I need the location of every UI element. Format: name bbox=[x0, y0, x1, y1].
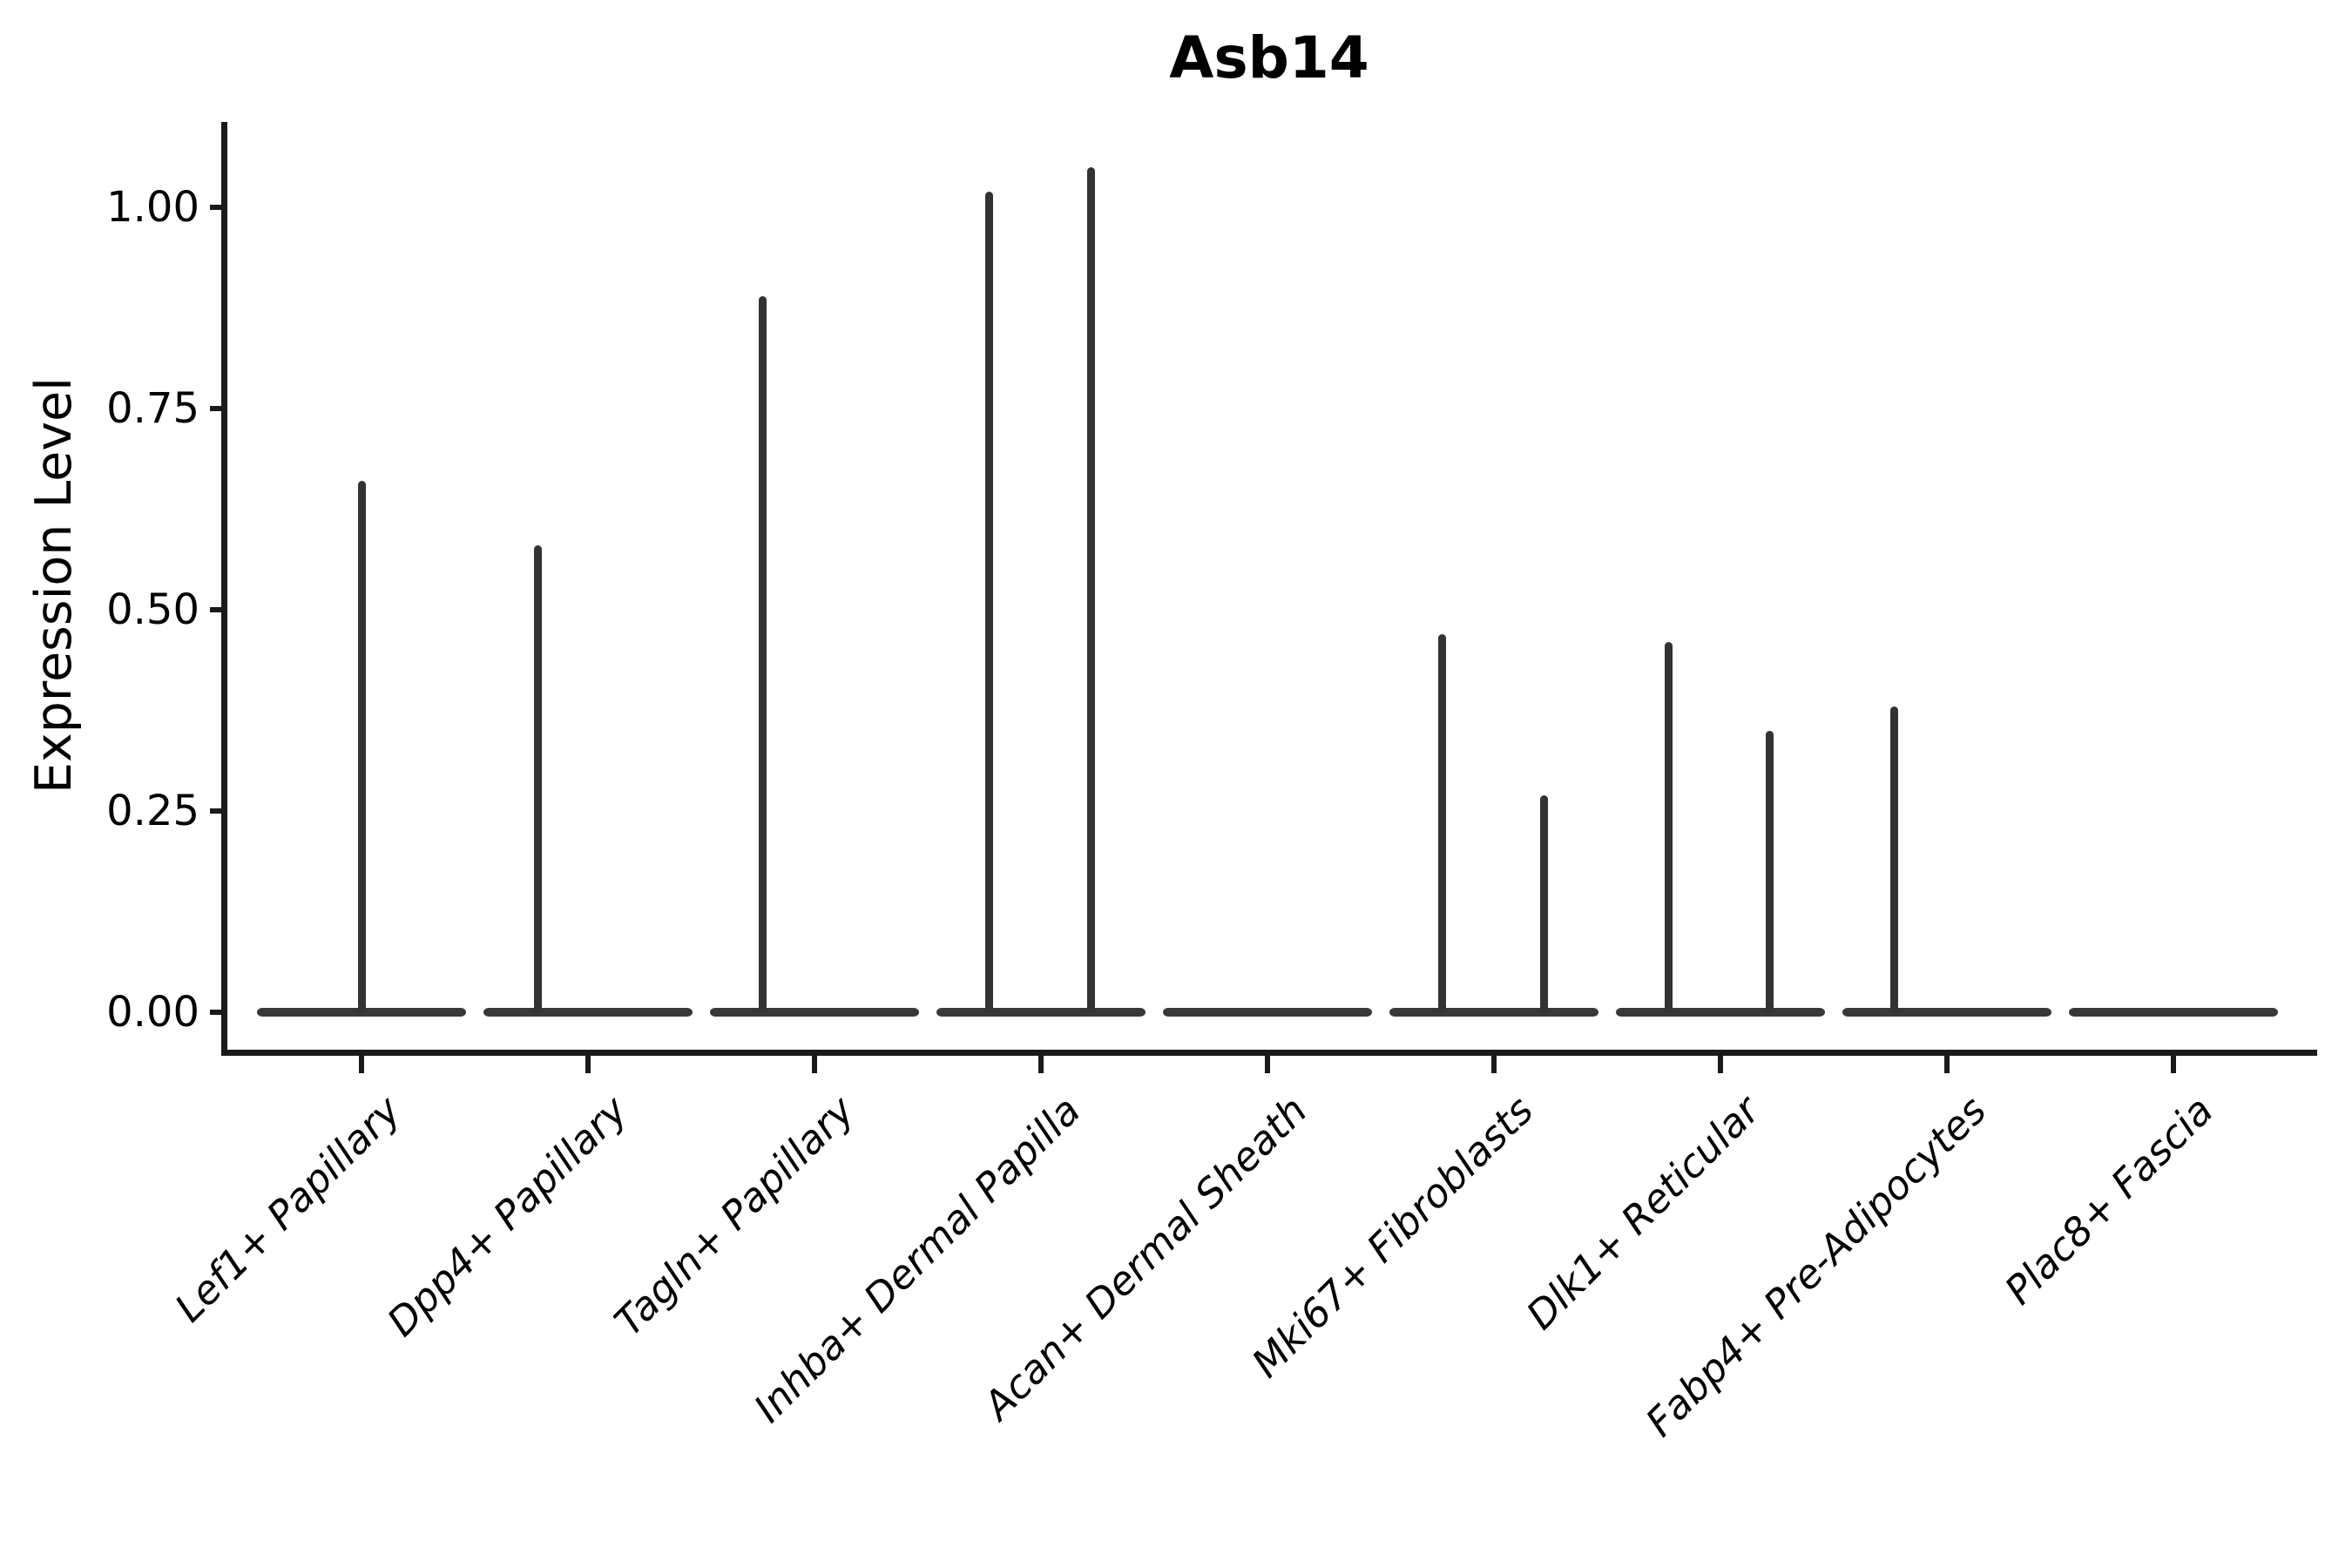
y-axis-tick bbox=[210, 406, 225, 411]
x-axis-tick bbox=[1944, 1056, 1950, 1073]
y-axis-tick bbox=[210, 1010, 225, 1015]
x-axis-tick bbox=[1491, 1056, 1497, 1073]
violin-zero-bar bbox=[257, 1008, 466, 1017]
violin-zero-bar bbox=[1616, 1008, 1825, 1017]
x-axis-tick bbox=[2171, 1056, 2176, 1073]
x-axis-tick bbox=[1265, 1056, 1270, 1073]
y-axis-tick bbox=[210, 808, 225, 814]
violin-spike bbox=[1765, 730, 1774, 1012]
y-tick-label: 1.00 bbox=[106, 183, 199, 232]
y-tick-label: 0.00 bbox=[106, 988, 199, 1037]
violin-zero-bar bbox=[483, 1008, 693, 1017]
y-axis-tick bbox=[210, 607, 225, 612]
y-tick-label: 0.50 bbox=[106, 585, 199, 634]
violin-spike bbox=[1086, 166, 1095, 1012]
violin-spike bbox=[357, 481, 366, 1012]
violin-spike bbox=[1437, 633, 1446, 1012]
x-tick-label: Dpp4+ Papillary bbox=[378, 1087, 637, 1346]
x-tick-label: Tagln+ Papillary bbox=[605, 1087, 863, 1345]
violin-zero-bar bbox=[710, 1008, 919, 1017]
violin-spike bbox=[1539, 794, 1548, 1012]
violin-zero-bar bbox=[2069, 1008, 2278, 1017]
x-axis-tick bbox=[359, 1056, 364, 1073]
y-axis-tick bbox=[210, 205, 225, 210]
x-axis-tick bbox=[1718, 1056, 1723, 1073]
violin-zero-bar bbox=[936, 1008, 1146, 1017]
violin-spike bbox=[1664, 641, 1673, 1012]
violin-spike bbox=[533, 545, 542, 1012]
x-axis-tick bbox=[585, 1056, 591, 1073]
y-tick-label: 0.75 bbox=[106, 384, 199, 433]
violin-spike bbox=[984, 191, 993, 1012]
x-axis-spine bbox=[221, 1050, 2317, 1056]
x-tick-label: Lef1+ Papillary bbox=[166, 1087, 410, 1331]
x-axis-tick bbox=[812, 1056, 817, 1073]
y-axis-spine bbox=[221, 122, 227, 1056]
x-tick-label: Dlk1+ Reticular bbox=[1517, 1087, 1769, 1339]
violin-spike bbox=[1889, 706, 1898, 1012]
violin-zero-bar bbox=[1163, 1008, 1372, 1017]
violin-spike bbox=[758, 295, 767, 1012]
violin-zero-bar bbox=[1389, 1008, 1598, 1017]
x-tick-label: Plac8+ Fascia bbox=[1995, 1087, 2222, 1314]
x-axis-tick bbox=[1038, 1056, 1044, 1073]
plot-title: Asb14 bbox=[1169, 24, 1369, 91]
y-tick-label: 0.25 bbox=[106, 787, 199, 835]
violin-zero-bar bbox=[1842, 1008, 2051, 1017]
